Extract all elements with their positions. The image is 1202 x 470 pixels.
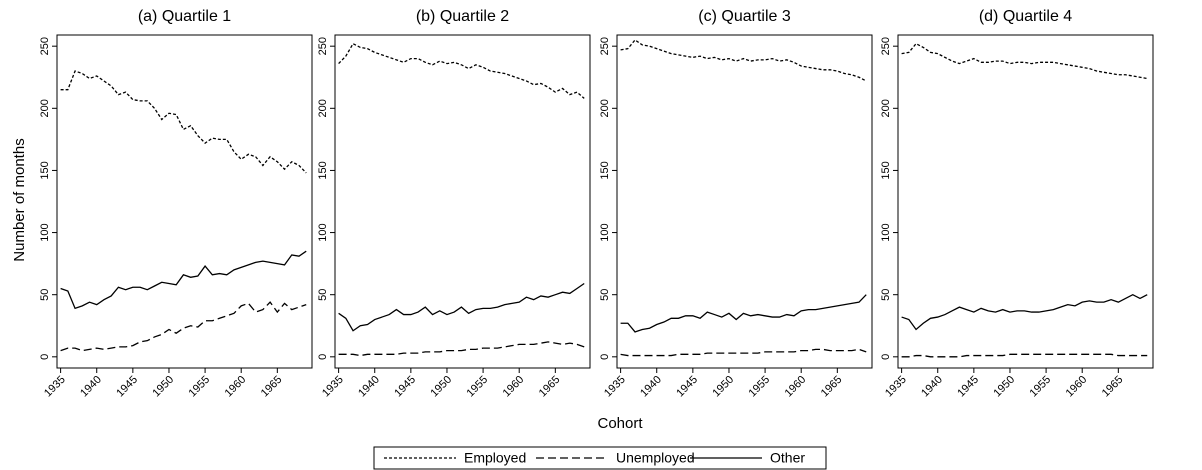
y-tick-label: 200 [317,99,329,117]
y-tick-label: 200 [880,99,892,117]
x-tick-label: 1955 [1027,374,1053,400]
y-tick-label: 0 [317,354,329,360]
x-tick-label: 1950 [150,374,176,400]
x-tick-label: 1960 [1064,374,1090,400]
x-tick-label: 1940 [356,374,382,400]
y-tick-label: 250 [880,37,892,55]
legend-label: Other [770,450,805,466]
plot-frame [334,34,591,369]
x-tick-label: 1950 [710,374,736,400]
x-tick-label: 1945 [114,374,140,400]
legend-label: Unemployed [616,450,695,466]
x-tick-label: 1960 [501,374,527,400]
plot-frame [897,34,1154,369]
panel-title: (b) Quartile 2 [416,8,509,25]
x-tick-label: 1965 [259,374,285,400]
series-line [901,353,1148,358]
series-line [620,348,867,357]
legend-box [373,446,827,470]
series-line [620,39,867,82]
x-tick-label: 1940 [638,374,664,400]
panel-title: (a) Quartile 1 [138,8,231,25]
series-line [60,301,307,352]
panel-title: (d) Quartile 4 [979,8,1072,25]
y-tick-label: 200 [599,99,611,117]
x-tick-label: 1955 [464,374,490,400]
y-tick-label: 250 [317,37,329,55]
y-tick-label: 150 [599,161,611,179]
series-line [60,250,307,310]
x-tick-label: 1965 [1100,374,1126,400]
y-tick-label: 50 [317,289,329,301]
x-tick-label: 1965 [537,374,563,400]
x-tick-label: 1945 [392,374,418,400]
x-tick-label: 1935 [883,374,909,400]
legend-label: Employed [464,450,526,466]
x-tick-label: 1935 [42,374,68,400]
y-tick-label: 50 [39,289,51,301]
series-line [620,294,867,333]
series-line [338,42,585,99]
series-line [338,282,585,332]
y-tick-label: 50 [880,289,892,301]
y-tick-label: 250 [39,37,51,55]
x-tick-label: 1940 [919,374,945,400]
x-tick-label: 1935 [320,374,346,400]
y-tick-label: 50 [599,289,611,301]
x-tick-label: 1950 [991,374,1017,400]
x-axis-label: Cohort [597,415,643,432]
plot-frame [616,34,873,369]
x-tick-label: 1965 [819,374,845,400]
plot-frame [56,34,313,369]
x-tick-label: 1940 [78,374,104,400]
panel-title: (c) Quartile 3 [698,8,791,25]
x-tick-label: 1945 [955,374,981,400]
y-tick-label: 0 [599,354,611,360]
y-tick-label: 100 [39,223,51,241]
y-tick-label: 100 [880,223,892,241]
series-line [901,42,1148,80]
y-tick-label: 0 [880,354,892,360]
y-tick-label: 200 [39,99,51,117]
x-tick-label: 1960 [223,374,249,400]
y-axis-label: Number of months [11,138,28,261]
y-tick-label: 100 [317,223,329,241]
x-tick-label: 1950 [428,374,454,400]
x-tick-label: 1955 [746,374,772,400]
x-tick-label: 1960 [783,374,809,400]
y-tick-label: 150 [39,161,51,179]
series-line [60,70,307,174]
y-tick-label: 150 [317,161,329,179]
series-line [901,293,1148,331]
y-tick-label: 250 [599,37,611,55]
series-line [338,341,585,357]
y-tick-label: 100 [599,223,611,241]
x-tick-label: 1935 [602,374,628,400]
x-tick-label: 1955 [186,374,212,400]
x-tick-label: 1945 [674,374,700,400]
y-tick-label: 150 [880,161,892,179]
y-tick-label: 0 [39,354,51,360]
